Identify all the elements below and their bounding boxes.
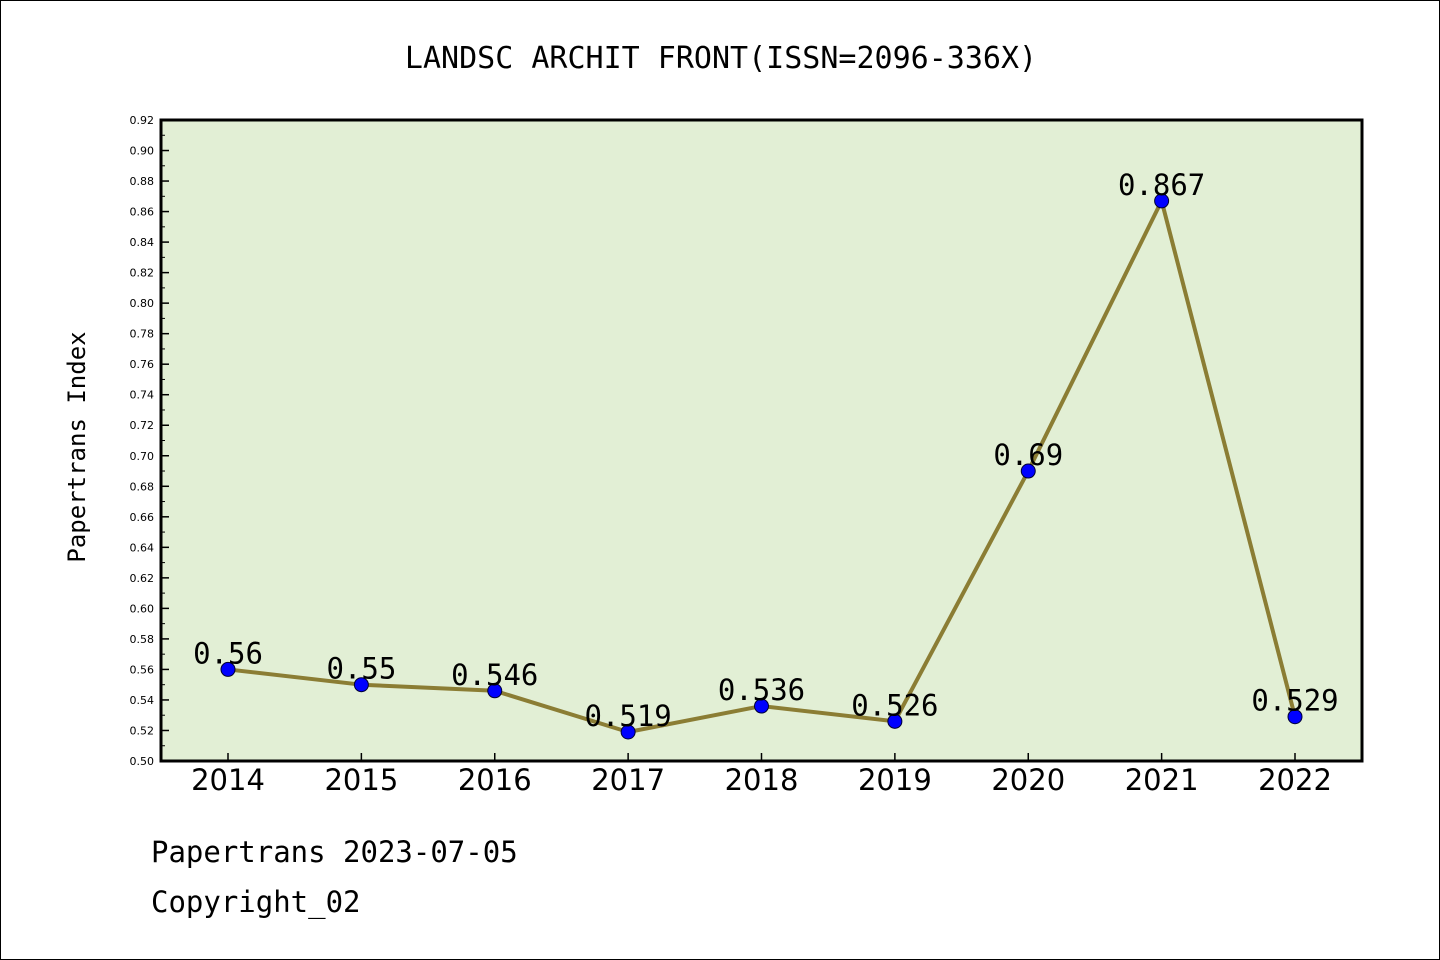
y-tick-label: 0.72 xyxy=(130,419,155,432)
y-tick-label: 0.60 xyxy=(130,602,155,615)
x-tick-label: 2018 xyxy=(725,763,799,797)
x-tick-label: 2017 xyxy=(591,763,665,797)
y-tick-label: 0.52 xyxy=(130,724,155,737)
y-tick-label: 0.78 xyxy=(130,328,155,341)
y-tick-label: 0.74 xyxy=(130,389,155,402)
data-point xyxy=(1287,709,1303,725)
y-tick-label: 0.64 xyxy=(130,541,155,554)
y-tick-label: 0.58 xyxy=(130,633,155,646)
data-label: 0.546 xyxy=(451,658,538,692)
data-point xyxy=(1020,463,1036,479)
data-point xyxy=(620,724,636,740)
y-tick-label: 0.84 xyxy=(130,236,155,249)
data-point xyxy=(487,683,503,699)
y-tick-label: 0.86 xyxy=(130,206,155,219)
footer-date: Papertrans 2023-07-05 xyxy=(151,835,518,869)
data-label: 0.56 xyxy=(193,636,263,670)
x-tick-label: 2021 xyxy=(1125,763,1199,797)
data-point xyxy=(887,713,903,729)
data-label: 0.526 xyxy=(851,688,938,722)
y-tick-label: 0.62 xyxy=(130,572,155,585)
y-tick-label: 0.54 xyxy=(130,694,155,707)
y-tick-label: 0.76 xyxy=(130,358,155,371)
y-tick-label: 0.82 xyxy=(130,267,155,280)
y-tick-label: 0.92 xyxy=(130,114,155,127)
y-tick-label: 0.68 xyxy=(130,480,155,493)
x-tick-label: 2015 xyxy=(324,763,398,797)
x-tick-label: 2014 xyxy=(191,763,265,797)
y-axis: 0.50 0.52 0.54 0.56 0.58 0.60 0.62 0.64 0.66 0.68… xyxy=(130,114,169,768)
data-point xyxy=(353,677,369,693)
series-layer: 0.56 0.55 0.546 0.519 0.536 0.526 0.69 0.867 0.5… xyxy=(193,168,1339,740)
data-label: 0.867 xyxy=(1118,168,1205,202)
data-point xyxy=(220,661,236,677)
x-tick-label: 2020 xyxy=(991,763,1065,797)
data-label: 0.69 xyxy=(993,438,1063,472)
x-tick-label: 2019 xyxy=(858,763,932,797)
footer-copyright: Copyright_02 xyxy=(151,885,361,919)
data-label: 0.519 xyxy=(584,699,671,733)
y-tick-label: 0.90 xyxy=(130,145,155,158)
data-label: 0.536 xyxy=(718,673,805,707)
x-axis: 2014 2015 2016 2017 2018 2019 2020 2021 2022 xyxy=(191,753,1332,797)
plot-area xyxy=(159,118,1364,763)
y-axis-label: Papertrans Index xyxy=(63,331,91,562)
data-point xyxy=(754,698,769,714)
x-tick-label: 2022 xyxy=(1258,763,1332,797)
y-tick-label: 0.70 xyxy=(130,450,155,463)
y-tick-label: 0.56 xyxy=(130,663,155,676)
x-tick-label: 2016 xyxy=(458,763,532,797)
data-label: 0.55 xyxy=(326,652,396,686)
y-tick-label: 0.50 xyxy=(130,755,155,768)
data-label: 0.529 xyxy=(1251,684,1338,718)
data-point xyxy=(1154,193,1170,209)
chart-title: LANDSC ARCHIT FRONT(ISSN=2096-336X) xyxy=(405,41,1037,76)
y-tick-label: 0.66 xyxy=(130,511,155,524)
y-tick-label: 0.80 xyxy=(130,297,155,310)
y-tick-label: 0.88 xyxy=(130,175,155,188)
